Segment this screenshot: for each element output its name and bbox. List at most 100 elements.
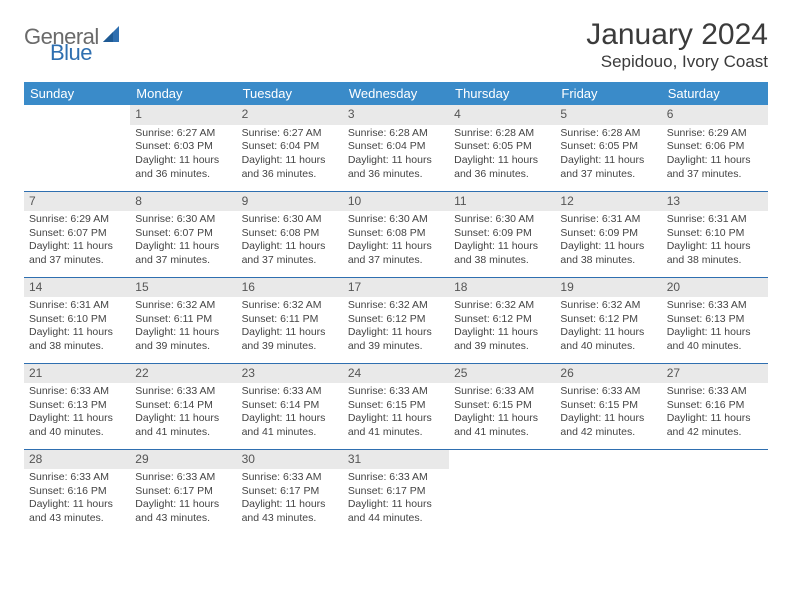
sunset-text: Sunset: 6:09 PM: [560, 227, 656, 241]
day-details: Sunrise: 6:27 AMSunset: 6:03 PMDaylight:…: [130, 125, 236, 186]
calendar-day-cell: 7Sunrise: 6:29 AMSunset: 6:07 PMDaylight…: [24, 191, 130, 277]
day-number: 6: [662, 105, 768, 125]
sunset-text: Sunset: 6:14 PM: [242, 399, 338, 413]
day-details: Sunrise: 6:31 AMSunset: 6:10 PMDaylight:…: [662, 211, 768, 272]
day-number: 19: [555, 278, 661, 298]
day-number: 4: [449, 105, 555, 125]
day-details: Sunrise: 6:32 AMSunset: 6:12 PMDaylight:…: [555, 297, 661, 358]
sunrise-text: Sunrise: 6:27 AM: [135, 127, 231, 141]
day-details: Sunrise: 6:33 AMSunset: 6:17 PMDaylight:…: [237, 469, 343, 530]
calendar-day-cell: [449, 449, 555, 535]
day-number: 23: [237, 364, 343, 384]
sunrise-text: Sunrise: 6:30 AM: [135, 213, 231, 227]
location-subtitle: Sepidouo, Ivory Coast: [586, 52, 768, 72]
daylight-text-line1: Daylight: 11 hours: [454, 326, 550, 340]
calendar-week-row: 28Sunrise: 6:33 AMSunset: 6:16 PMDayligh…: [24, 449, 768, 535]
daylight-text-line1: Daylight: 11 hours: [348, 154, 444, 168]
calendar-day-cell: [24, 105, 130, 191]
day-number: 17: [343, 278, 449, 298]
title-block: January 2024 Sepidouo, Ivory Coast: [586, 18, 768, 72]
sunset-text: Sunset: 6:17 PM: [242, 485, 338, 499]
day-details: Sunrise: 6:32 AMSunset: 6:11 PMDaylight:…: [237, 297, 343, 358]
calendar-day-cell: [662, 449, 768, 535]
calendar-day-cell: 23Sunrise: 6:33 AMSunset: 6:14 PMDayligh…: [237, 363, 343, 449]
daylight-text-line2: and 43 minutes.: [242, 512, 338, 526]
day-details: Sunrise: 6:28 AMSunset: 6:05 PMDaylight:…: [449, 125, 555, 186]
daylight-text-line1: Daylight: 11 hours: [135, 326, 231, 340]
calendar-day-cell: 6Sunrise: 6:29 AMSunset: 6:06 PMDaylight…: [662, 105, 768, 191]
daylight-text-line1: Daylight: 11 hours: [560, 326, 656, 340]
daylight-text-line2: and 37 minutes.: [29, 254, 125, 268]
day-number: 22: [130, 364, 236, 384]
sunrise-text: Sunrise: 6:33 AM: [29, 471, 125, 485]
day-details: Sunrise: 6:29 AMSunset: 6:07 PMDaylight:…: [24, 211, 130, 272]
calendar-day-cell: 4Sunrise: 6:28 AMSunset: 6:05 PMDaylight…: [449, 105, 555, 191]
sunrise-text: Sunrise: 6:32 AM: [454, 299, 550, 313]
day-details: Sunrise: 6:33 AMSunset: 6:13 PMDaylight:…: [662, 297, 768, 358]
sunrise-text: Sunrise: 6:29 AM: [29, 213, 125, 227]
daylight-text-line1: Daylight: 11 hours: [348, 498, 444, 512]
daylight-text-line1: Daylight: 11 hours: [454, 240, 550, 254]
sunrise-text: Sunrise: 6:33 AM: [242, 471, 338, 485]
sunrise-text: Sunrise: 6:33 AM: [135, 385, 231, 399]
sunset-text: Sunset: 6:12 PM: [454, 313, 550, 327]
daylight-text-line1: Daylight: 11 hours: [560, 240, 656, 254]
day-number: 13: [662, 192, 768, 212]
day-details: Sunrise: 6:30 AMSunset: 6:07 PMDaylight:…: [130, 211, 236, 272]
sunset-text: Sunset: 6:11 PM: [242, 313, 338, 327]
calendar-week-row: 1Sunrise: 6:27 AMSunset: 6:03 PMDaylight…: [24, 105, 768, 191]
day-number: 27: [662, 364, 768, 384]
daylight-text-line1: Daylight: 11 hours: [242, 326, 338, 340]
day-details: Sunrise: 6:33 AMSunset: 6:17 PMDaylight:…: [343, 469, 449, 530]
calendar-day-cell: 20Sunrise: 6:33 AMSunset: 6:13 PMDayligh…: [662, 277, 768, 363]
sunset-text: Sunset: 6:09 PM: [454, 227, 550, 241]
daylight-text-line1: Daylight: 11 hours: [348, 326, 444, 340]
daylight-text-line2: and 42 minutes.: [667, 426, 763, 440]
day-details: Sunrise: 6:33 AMSunset: 6:17 PMDaylight:…: [130, 469, 236, 530]
daylight-text-line1: Daylight: 11 hours: [667, 326, 763, 340]
sail-icon: [103, 26, 123, 49]
day-details: Sunrise: 6:30 AMSunset: 6:09 PMDaylight:…: [449, 211, 555, 272]
sunrise-text: Sunrise: 6:30 AM: [348, 213, 444, 227]
daylight-text-line1: Daylight: 11 hours: [242, 412, 338, 426]
sunrise-text: Sunrise: 6:33 AM: [348, 471, 444, 485]
brand-logo: General Blue: [24, 24, 123, 50]
sunset-text: Sunset: 6:04 PM: [242, 140, 338, 154]
daylight-text-line1: Daylight: 11 hours: [29, 326, 125, 340]
sunrise-text: Sunrise: 6:28 AM: [560, 127, 656, 141]
day-number: 20: [662, 278, 768, 298]
calendar-day-cell: 27Sunrise: 6:33 AMSunset: 6:16 PMDayligh…: [662, 363, 768, 449]
calendar-day-cell: 31Sunrise: 6:33 AMSunset: 6:17 PMDayligh…: [343, 449, 449, 535]
day-number: 18: [449, 278, 555, 298]
daylight-text-line1: Daylight: 11 hours: [135, 154, 231, 168]
day-number: 7: [24, 192, 130, 212]
daylight-text-line2: and 41 minutes.: [348, 426, 444, 440]
sunrise-text: Sunrise: 6:33 AM: [667, 385, 763, 399]
sunset-text: Sunset: 6:12 PM: [560, 313, 656, 327]
calendar-day-cell: 8Sunrise: 6:30 AMSunset: 6:07 PMDaylight…: [130, 191, 236, 277]
day-details: Sunrise: 6:33 AMSunset: 6:13 PMDaylight:…: [24, 383, 130, 444]
calendar-day-cell: 9Sunrise: 6:30 AMSunset: 6:08 PMDaylight…: [237, 191, 343, 277]
calendar-day-cell: 18Sunrise: 6:32 AMSunset: 6:12 PMDayligh…: [449, 277, 555, 363]
sunrise-text: Sunrise: 6:32 AM: [242, 299, 338, 313]
daylight-text-line2: and 44 minutes.: [348, 512, 444, 526]
calendar-day-cell: 21Sunrise: 6:33 AMSunset: 6:13 PMDayligh…: [24, 363, 130, 449]
calendar-day-cell: 24Sunrise: 6:33 AMSunset: 6:15 PMDayligh…: [343, 363, 449, 449]
day-details: Sunrise: 6:29 AMSunset: 6:06 PMDaylight:…: [662, 125, 768, 186]
daylight-text-line1: Daylight: 11 hours: [667, 412, 763, 426]
day-number: 16: [237, 278, 343, 298]
daylight-text-line1: Daylight: 11 hours: [135, 412, 231, 426]
day-details: Sunrise: 6:33 AMSunset: 6:16 PMDaylight:…: [662, 383, 768, 444]
day-number: 10: [343, 192, 449, 212]
sunrise-text: Sunrise: 6:31 AM: [667, 213, 763, 227]
calendar-week-row: 14Sunrise: 6:31 AMSunset: 6:10 PMDayligh…: [24, 277, 768, 363]
day-number: 26: [555, 364, 661, 384]
daylight-text-line2: and 37 minutes.: [667, 168, 763, 182]
sunrise-text: Sunrise: 6:33 AM: [29, 385, 125, 399]
sunset-text: Sunset: 6:11 PM: [135, 313, 231, 327]
daylight-text-line1: Daylight: 11 hours: [135, 498, 231, 512]
daylight-text-line1: Daylight: 11 hours: [454, 412, 550, 426]
daylight-text-line2: and 39 minutes.: [135, 340, 231, 354]
daylight-text-line2: and 37 minutes.: [242, 254, 338, 268]
sunrise-text: Sunrise: 6:31 AM: [29, 299, 125, 313]
